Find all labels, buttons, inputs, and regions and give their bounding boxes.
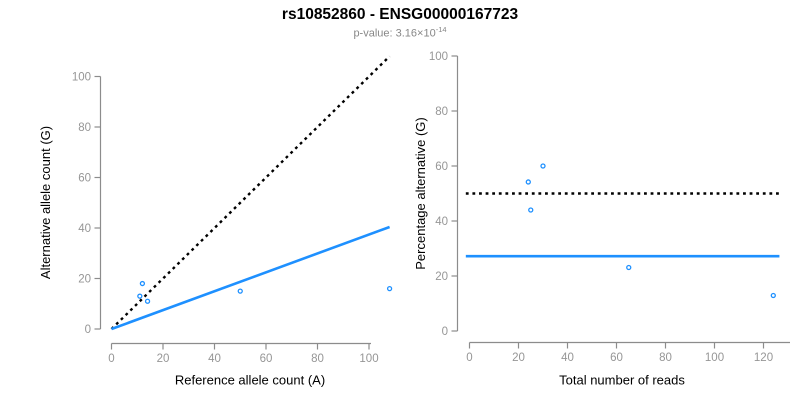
data-point xyxy=(144,298,151,304)
x-tick-label: 20 xyxy=(157,353,170,365)
identity-line xyxy=(110,55,391,330)
x-axis-title: Reference allele count (A) xyxy=(175,373,325,388)
panel-percentage-alternative: 0 20 40 60 80 100 120 0 20 40 60 80 100 Total number … xyxy=(413,51,790,388)
x-tick-label: 100 xyxy=(705,352,724,364)
x-tick-label: 80 xyxy=(659,352,672,364)
data-point xyxy=(770,292,776,299)
data-point xyxy=(528,207,534,213)
data-point xyxy=(540,163,546,169)
data-point xyxy=(626,264,632,271)
y-tick-label: 40 xyxy=(435,216,448,228)
figure-title: rs10852860 - ENSG00000167723 xyxy=(281,6,519,23)
panel-allele-counts: 0 20 40 60 80 100 0 20 40 60 80 100 Reference allele… xyxy=(38,55,393,388)
y-tick-label: 80 xyxy=(435,106,448,118)
data-point xyxy=(237,288,243,294)
x-axis-title: Total number of reads xyxy=(559,373,685,388)
y-tick-label: 0 xyxy=(442,326,448,338)
y-tick-label: 40 xyxy=(78,223,91,235)
y-tick-label: 20 xyxy=(78,274,91,286)
x-tick-label: 0 xyxy=(108,353,114,365)
data-point xyxy=(137,293,143,299)
x-tick-label: 100 xyxy=(359,353,378,365)
x-tick-label: 80 xyxy=(311,353,324,365)
pvalue-text: p-value: 3.16×10 xyxy=(353,27,436,40)
x-tick-label: 60 xyxy=(260,353,273,365)
fit-line xyxy=(111,225,391,331)
y-tick-label: 60 xyxy=(435,161,448,173)
y-tick-label: 100 xyxy=(429,51,448,63)
y-axis-title: Alternative allele count (G) xyxy=(38,126,53,279)
x-tick-label: 60 xyxy=(610,352,623,364)
x-tick-label: 20 xyxy=(512,352,525,364)
figure-subtitle: p-value: 3.16×10-14 xyxy=(0,25,800,40)
y-tick-label: 80 xyxy=(78,122,91,134)
y-axis-title: Percentage alternative (G) xyxy=(413,117,428,269)
x-tick-label: 0 xyxy=(466,352,472,364)
y-tick-label: 60 xyxy=(78,173,91,185)
y-tick-label: 0 xyxy=(85,324,91,336)
data-point xyxy=(139,280,146,287)
x-tick-label: 40 xyxy=(561,352,574,364)
x-tick-label: 120 xyxy=(754,352,773,364)
x-tick-label: 40 xyxy=(208,353,221,365)
pvalue-exponent: -14 xyxy=(435,25,447,34)
data-point xyxy=(525,179,531,185)
data-point xyxy=(386,285,393,292)
y-tick-label: 20 xyxy=(435,271,448,283)
y-tick-label: 100 xyxy=(72,72,91,84)
